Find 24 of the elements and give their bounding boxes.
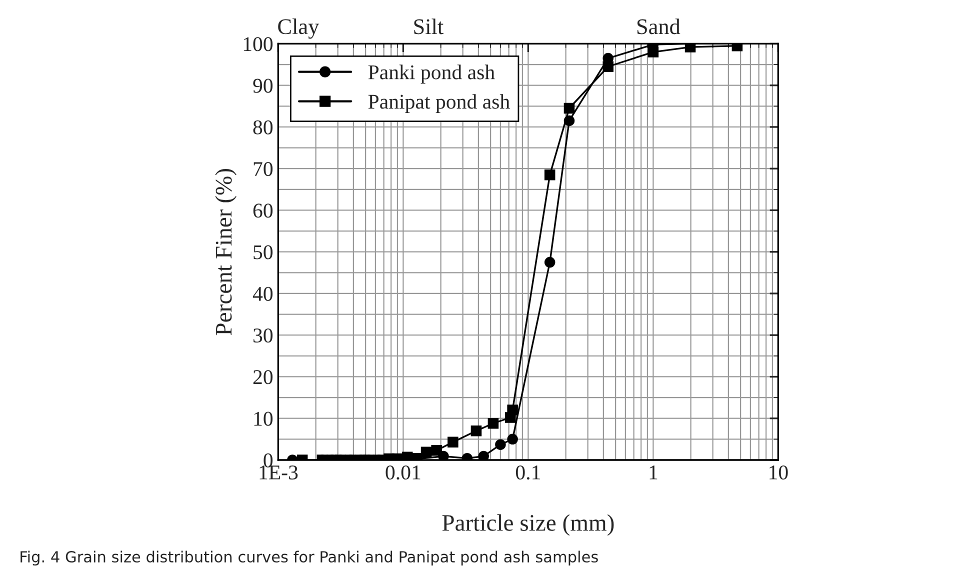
caption: Fig. 4 Grain size distribution curves for Panki and Panipat pond ash samples xyxy=(20,550,598,566)
y-tick-label: 20 xyxy=(253,370,273,384)
y-tick-label: 0 xyxy=(264,453,273,468)
y-tick-label: 50 xyxy=(254,245,273,260)
y-tick-label: 10 xyxy=(254,412,273,426)
y-tick-label: 90 xyxy=(253,78,273,93)
x-axis-title: Particle size (mm) xyxy=(442,514,614,536)
y-tick-label: 80 xyxy=(253,120,273,134)
y-tick-label: 40 xyxy=(252,286,273,301)
legend-label: Panki pond ash xyxy=(368,64,495,84)
text: Sand xyxy=(637,18,680,34)
x-tick-label: 0.01 xyxy=(386,465,420,480)
y-tick-label: 70 xyxy=(254,162,273,176)
y-tick-label: 30 xyxy=(254,328,273,343)
y-axis-title: Percent Finer (%) xyxy=(215,168,237,336)
x-tick-label: 1 xyxy=(650,466,658,480)
x-tick-label: 1E-3 xyxy=(260,466,298,480)
legend-label: Panipat pond ash xyxy=(368,94,510,114)
text: Clay xyxy=(278,18,320,39)
y-tick-label: 60 xyxy=(253,204,273,218)
x-tick-label: 0.1 xyxy=(516,465,540,480)
y-tick-label: 100 xyxy=(244,37,273,52)
text: Silt xyxy=(414,18,444,34)
x-tick-label: 10 xyxy=(770,465,788,480)
